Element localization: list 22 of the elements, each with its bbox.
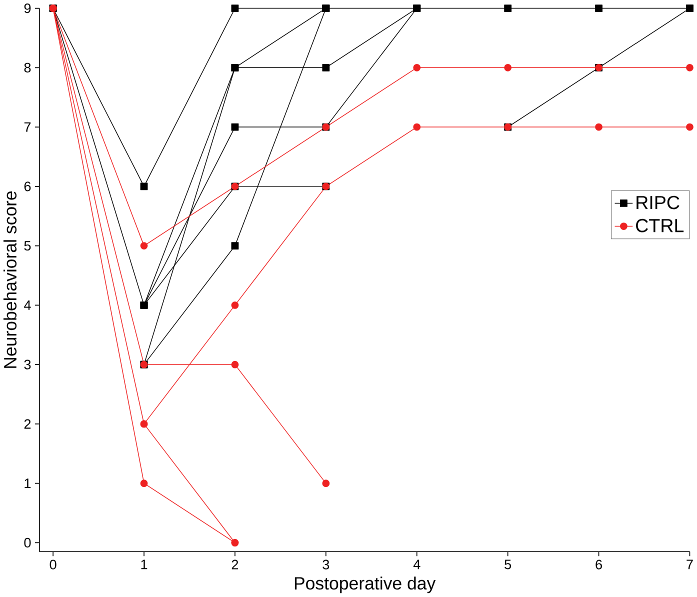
x-tick-label: 2	[232, 560, 238, 570]
x-tick-label: 0	[50, 560, 56, 570]
y-axis-title: Neurobehavioral score	[3, 192, 17, 368]
y-tick-label: 4	[24, 300, 31, 310]
y-tick-label: 6	[24, 182, 31, 192]
x-tick-label: 3	[322, 560, 330, 570]
x-tick-label: 1	[141, 560, 148, 570]
y-tick-label: 3	[24, 360, 31, 370]
y-tick-label: 8	[24, 63, 31, 73]
legend-label: RIPC	[636, 196, 680, 210]
y-tick-label: 7	[24, 122, 31, 132]
y-tick-label: 0	[24, 538, 31, 548]
legend-label: CTRL	[636, 219, 684, 232]
y-tick-label: 9	[24, 4, 31, 14]
y-tick-label: 5	[24, 241, 31, 251]
y-tick-label: 1	[24, 478, 31, 488]
y-tick-label: 2	[24, 419, 31, 429]
x-tick-label: 7	[686, 560, 693, 570]
x-tick-label: 6	[596, 560, 602, 570]
x-tick-label: 5	[504, 560, 512, 570]
x-tick-label: 4	[413, 560, 420, 570]
x-axis-title: Postoperative day	[294, 576, 436, 594]
